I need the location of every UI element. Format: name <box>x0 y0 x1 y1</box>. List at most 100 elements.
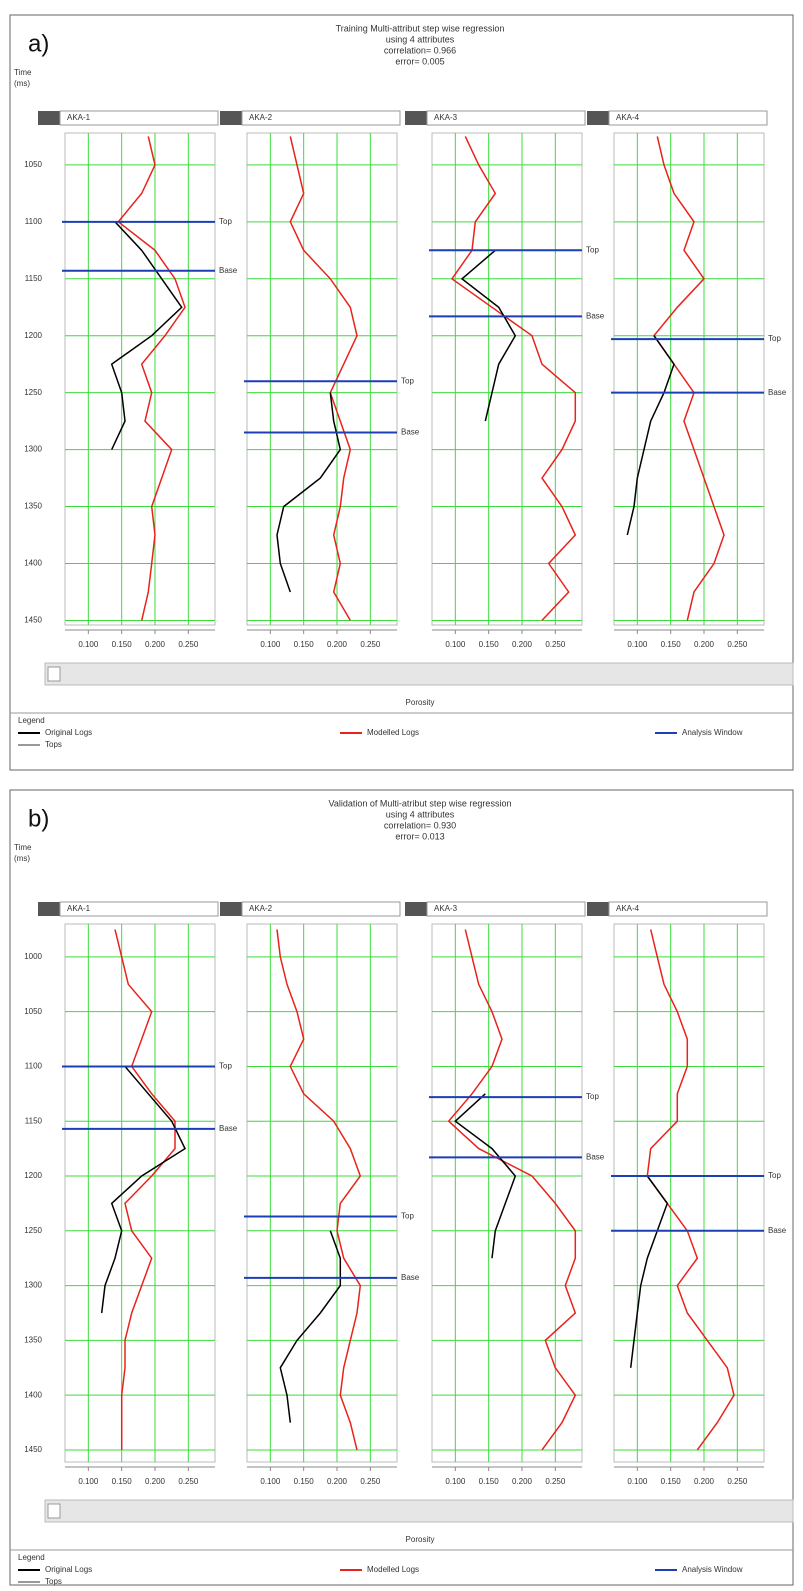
y-tick-label: 1200 <box>24 1171 42 1180</box>
y-tick-label: 1200 <box>24 331 42 340</box>
track-header <box>241 110 401 126</box>
x-tick-label: 0.100 <box>78 1477 99 1486</box>
x-tick-label: 0.100 <box>445 640 466 649</box>
track-header-block <box>38 111 60 125</box>
track-name: AKA-4 <box>616 113 640 122</box>
y-tick-label: 1150 <box>25 274 43 283</box>
log-curve <box>460 249 517 422</box>
scroll-button <box>47 1503 61 1519</box>
y-tick-label: 1350 <box>24 502 42 511</box>
track-header-block <box>405 111 427 125</box>
log-curve <box>114 929 176 1450</box>
chart-title: using 4 attributes <box>386 809 455 819</box>
x-tick-label: 0.250 <box>178 640 199 649</box>
top-label: Base <box>586 1152 605 1161</box>
y-tick-label: 1150 <box>25 1116 43 1125</box>
y-tick-label: 1100 <box>25 217 43 226</box>
x-tick-label: 0.200 <box>512 1477 533 1486</box>
x-tick-label: 0.200 <box>512 640 533 649</box>
x-tick-label: 0.100 <box>627 640 648 649</box>
chart-title: error= 0.005 <box>395 56 444 66</box>
x-tick-label: 0.100 <box>260 640 281 649</box>
y-tick-label: 1000 <box>24 952 42 961</box>
track-area <box>246 923 398 1463</box>
log-curve <box>276 392 342 593</box>
legend-label: Analysis Window <box>682 1565 743 1574</box>
y-tick-label: 1400 <box>24 1390 42 1399</box>
x-tick-label: 0.200 <box>327 1477 348 1486</box>
chart-title: correlation= 0.930 <box>384 820 456 830</box>
x-tick-label: 0.150 <box>294 640 315 649</box>
legend-label: Modelled Logs <box>367 1565 419 1574</box>
legend-label: Original Logs <box>45 728 92 737</box>
x-tick-label: 0.150 <box>112 640 133 649</box>
track-area <box>431 132 583 626</box>
x-axis-label: Porosity <box>406 698 435 707</box>
track-header <box>241 901 401 917</box>
x-tick-label: 0.250 <box>727 1477 748 1486</box>
x-tick-label: 0.100 <box>627 1477 648 1486</box>
scroll-button <box>47 666 61 682</box>
chart-title: Training Multi-attribut step wise regres… <box>336 23 505 33</box>
track-area <box>431 923 583 1463</box>
top-label: Top <box>586 245 599 254</box>
y-tick-label: 1300 <box>24 445 42 454</box>
top-label: Base <box>219 1124 238 1133</box>
legend-title: Legend <box>18 716 45 725</box>
panel-label: b) <box>28 805 49 832</box>
track-area <box>613 132 765 626</box>
track-header-block <box>38 902 60 916</box>
track-header <box>426 901 586 917</box>
x-tick-label: 0.100 <box>445 1477 466 1486</box>
track-area <box>64 923 216 1463</box>
x-tick-label: 0.200 <box>694 1477 715 1486</box>
top-label: Top <box>768 1171 781 1180</box>
log-curve <box>276 929 362 1451</box>
log-curve <box>117 136 186 621</box>
x-tick-label: 0.250 <box>360 1477 381 1486</box>
x-tick-label: 0.250 <box>727 640 748 649</box>
y-tick-label: 1250 <box>24 388 42 397</box>
legend-label: Original Logs <box>45 1565 92 1574</box>
track-header-block <box>220 111 242 125</box>
log-curve <box>100 1065 186 1314</box>
top-label: Base <box>219 266 238 275</box>
log-curve <box>110 221 183 450</box>
y-axis-label: Time <box>14 68 32 77</box>
top-label: Top <box>219 1062 232 1071</box>
top-label: Base <box>586 311 605 320</box>
track-name: AKA-3 <box>434 904 458 913</box>
top-label: Base <box>768 1226 787 1235</box>
log-curve <box>279 1230 342 1423</box>
log-curve <box>289 136 358 621</box>
x-tick-label: 0.200 <box>327 640 348 649</box>
x-tick-label: 0.200 <box>145 1477 166 1486</box>
track-header-block <box>587 111 609 125</box>
y-tick-label: 1050 <box>24 160 42 169</box>
track-header <box>608 110 768 126</box>
track-area <box>613 923 765 1463</box>
x-tick-label: 0.150 <box>661 640 682 649</box>
x-tick-label: 0.150 <box>661 1477 682 1486</box>
scrollbar <box>44 1499 794 1523</box>
panel-label: a) <box>28 30 49 57</box>
legend-label: Tops <box>45 1577 62 1586</box>
track-header <box>59 901 219 917</box>
track-header <box>59 110 219 126</box>
top-label: Top <box>401 376 414 385</box>
scrollbar <box>44 662 794 686</box>
track-header <box>426 110 586 126</box>
x-tick-label: 0.200 <box>694 640 715 649</box>
track-area <box>246 132 398 626</box>
legend-title: Legend <box>18 1553 45 1562</box>
y-axis-label: (ms) <box>14 854 30 863</box>
track-name: AKA-2 <box>249 113 273 122</box>
y-tick-label: 1450 <box>24 616 42 625</box>
x-tick-label: 0.150 <box>479 1477 500 1486</box>
y-axis-label: (ms) <box>14 79 30 88</box>
track-name: AKA-4 <box>616 904 640 913</box>
track-header <box>608 901 768 917</box>
legend-label: Tops <box>45 740 62 749</box>
